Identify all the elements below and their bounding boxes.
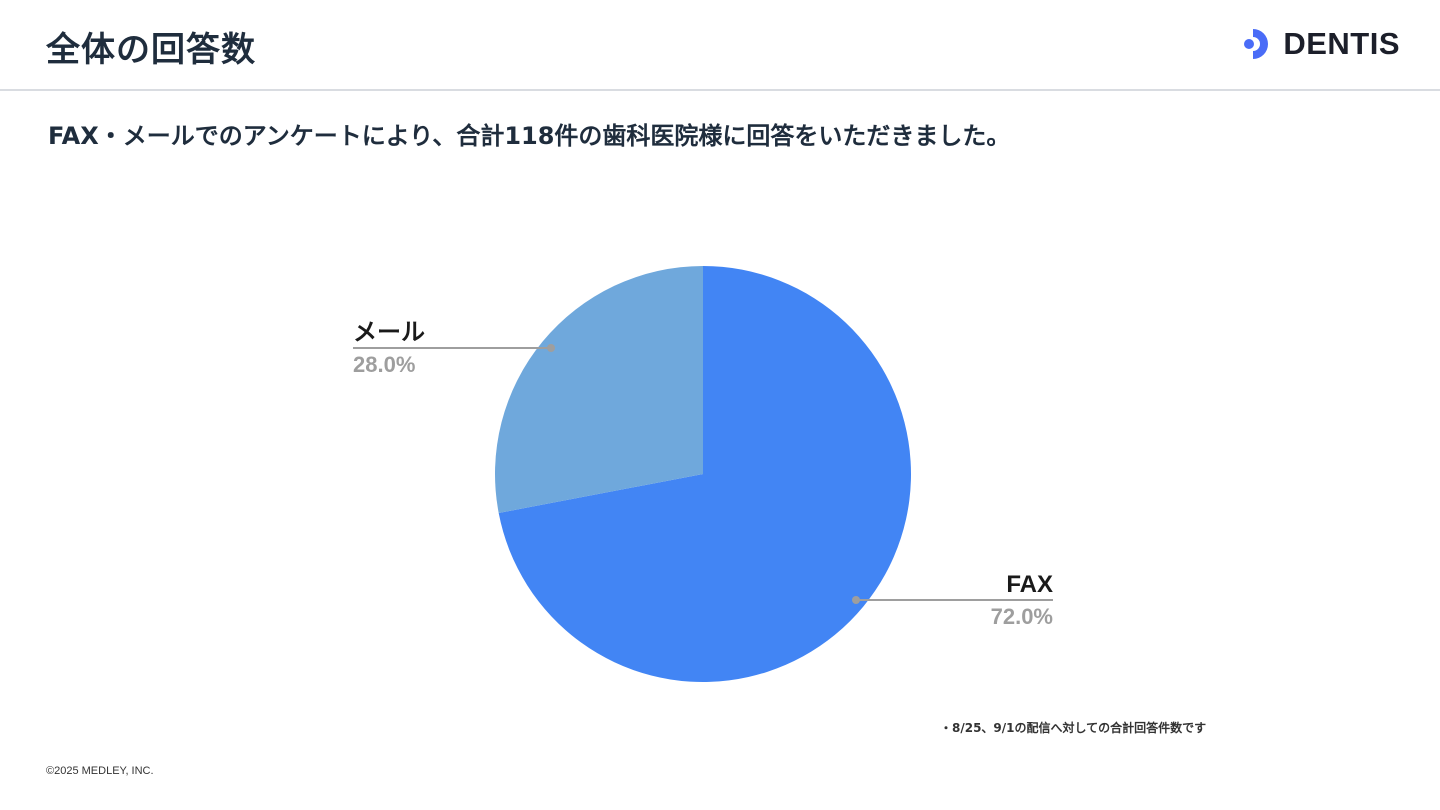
slice-percent-mail: 28.0% [353,352,415,377]
page-title: 全体の回答数 [46,30,256,70]
leader-dot-fax [852,596,860,604]
header-divider [0,89,1440,91]
footnote: ・8/25、9/1の配信へ対しての合計回答件数です [940,721,1207,735]
brand-logo: DENTIS [1243,26,1400,62]
slice-label-mail: メール [353,319,425,346]
dentis-logo-icon [1244,29,1269,59]
copyright: ©2025 MEDLEY, INC. [46,765,154,777]
subtitle: FAX・メールでのアンケートにより、合計118件の歯科医院様に回答をいただきまし… [48,122,1011,150]
slice-percent-fax: 72.0% [991,604,1053,629]
logo-text: DENTIS [1283,26,1400,61]
pie-slices [495,266,912,682]
pie-labels: FAX 72.0% メール 28.0% [353,319,1053,629]
leader-dot-mail [547,344,555,352]
pie-slice-mail [495,266,703,513]
slice-label-fax: FAX [1006,571,1053,598]
pie-slice-fax [498,266,912,682]
